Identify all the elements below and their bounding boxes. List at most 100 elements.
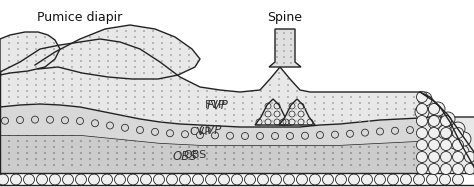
Circle shape: [359, 96, 361, 98]
Circle shape: [53, 48, 55, 50]
Circle shape: [140, 174, 152, 185]
Circle shape: [332, 114, 334, 116]
Circle shape: [215, 90, 217, 92]
Circle shape: [458, 158, 460, 160]
Circle shape: [388, 174, 399, 185]
Circle shape: [62, 134, 64, 136]
Circle shape: [35, 102, 37, 104]
Circle shape: [386, 146, 388, 148]
Circle shape: [116, 158, 118, 160]
Circle shape: [404, 164, 406, 166]
Circle shape: [287, 114, 289, 116]
Circle shape: [314, 108, 316, 110]
Circle shape: [134, 164, 136, 166]
Circle shape: [107, 42, 109, 44]
Circle shape: [80, 78, 82, 80]
Circle shape: [134, 114, 136, 116]
Circle shape: [80, 164, 82, 166]
Circle shape: [278, 90, 280, 92]
Circle shape: [269, 120, 271, 122]
Circle shape: [260, 164, 262, 166]
Circle shape: [455, 145, 469, 159]
Circle shape: [80, 54, 82, 56]
Circle shape: [170, 96, 172, 98]
Circle shape: [152, 158, 154, 160]
Circle shape: [179, 158, 181, 160]
Circle shape: [35, 36, 37, 38]
Circle shape: [8, 140, 10, 142]
Circle shape: [116, 60, 118, 62]
Circle shape: [206, 96, 208, 98]
Circle shape: [134, 108, 136, 110]
Circle shape: [427, 174, 438, 185]
Circle shape: [134, 90, 136, 92]
Circle shape: [107, 102, 109, 104]
Text: Pumice diapir: Pumice diapir: [37, 11, 123, 24]
Circle shape: [428, 163, 439, 174]
Circle shape: [107, 164, 109, 166]
Circle shape: [179, 84, 181, 86]
Circle shape: [152, 60, 154, 62]
Circle shape: [44, 60, 46, 62]
Circle shape: [251, 90, 253, 92]
Circle shape: [287, 164, 289, 166]
Circle shape: [134, 60, 136, 62]
Polygon shape: [269, 29, 301, 67]
Circle shape: [323, 152, 325, 154]
Polygon shape: [0, 39, 474, 167]
Circle shape: [53, 96, 55, 98]
Circle shape: [116, 84, 118, 86]
Circle shape: [152, 96, 154, 98]
Circle shape: [35, 146, 37, 148]
Circle shape: [98, 42, 100, 44]
Circle shape: [26, 60, 28, 62]
Circle shape: [125, 114, 127, 116]
Circle shape: [422, 114, 424, 116]
Circle shape: [263, 114, 265, 116]
Circle shape: [107, 54, 109, 56]
Circle shape: [401, 174, 411, 185]
Circle shape: [260, 96, 262, 98]
Circle shape: [134, 96, 136, 98]
Circle shape: [71, 102, 73, 104]
Circle shape: [188, 84, 190, 86]
Circle shape: [179, 152, 181, 154]
Circle shape: [26, 102, 28, 104]
Circle shape: [386, 114, 388, 116]
Circle shape: [418, 92, 432, 106]
Circle shape: [26, 48, 28, 50]
Circle shape: [71, 146, 73, 148]
Circle shape: [251, 102, 253, 104]
Circle shape: [170, 36, 172, 38]
Circle shape: [377, 96, 379, 98]
Circle shape: [224, 90, 226, 92]
Circle shape: [417, 163, 428, 174]
Circle shape: [98, 102, 100, 104]
Circle shape: [269, 102, 271, 104]
Circle shape: [260, 152, 262, 154]
Circle shape: [71, 140, 73, 142]
Circle shape: [53, 78, 55, 80]
Circle shape: [161, 164, 163, 166]
Circle shape: [125, 72, 127, 74]
Circle shape: [458, 152, 460, 154]
Circle shape: [152, 48, 154, 50]
Circle shape: [161, 42, 163, 44]
Circle shape: [377, 102, 379, 104]
Circle shape: [53, 54, 55, 56]
Circle shape: [44, 36, 46, 38]
Circle shape: [287, 146, 289, 148]
Circle shape: [53, 48, 55, 50]
Circle shape: [80, 102, 82, 104]
Circle shape: [206, 152, 208, 154]
Circle shape: [197, 90, 199, 92]
Circle shape: [62, 164, 64, 166]
Circle shape: [128, 174, 138, 185]
Circle shape: [17, 84, 19, 86]
Circle shape: [233, 114, 235, 116]
Circle shape: [62, 48, 64, 50]
Circle shape: [134, 30, 136, 32]
Circle shape: [332, 146, 334, 148]
Circle shape: [269, 114, 271, 116]
Circle shape: [35, 72, 37, 74]
